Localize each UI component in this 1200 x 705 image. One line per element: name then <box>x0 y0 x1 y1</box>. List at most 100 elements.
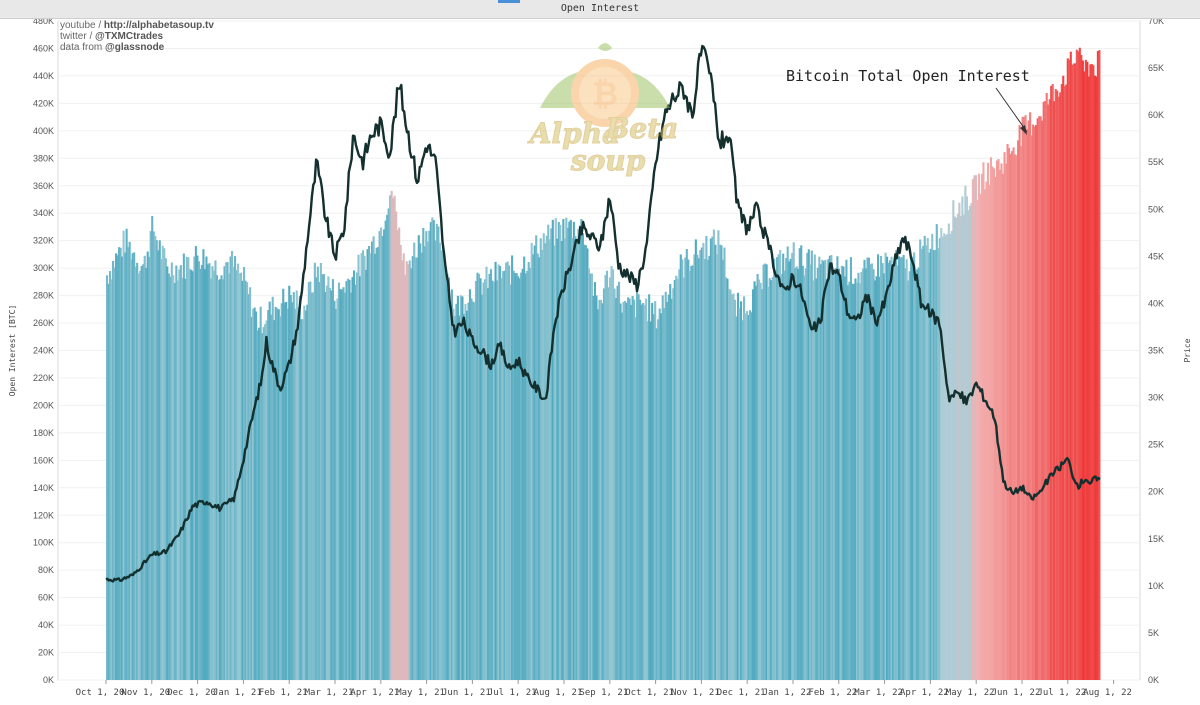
oi-bar <box>184 278 187 680</box>
oi-bar <box>563 238 566 680</box>
oi-bar <box>985 181 988 681</box>
oi-bar <box>864 268 868 680</box>
oi-bar <box>1074 63 1077 680</box>
oi-bar <box>321 274 324 680</box>
oi-bar <box>702 242 705 681</box>
oi-bar <box>614 298 618 680</box>
oi-bar <box>304 310 307 680</box>
oi-bar <box>502 271 505 680</box>
oi-bar <box>431 217 434 680</box>
oi-bar <box>319 263 322 680</box>
credit-data-link[interactable]: @glassnode <box>105 42 165 53</box>
oi-bar <box>810 250 813 680</box>
oi-bar <box>884 252 887 681</box>
oi-bar <box>923 235 926 680</box>
oi-bar <box>178 269 181 680</box>
oi-bar <box>804 268 807 680</box>
oi-bar <box>143 255 146 680</box>
oi-bar <box>1095 76 1098 681</box>
oi-bar <box>417 235 420 680</box>
oi-bar <box>1050 85 1053 681</box>
oi-bar <box>703 259 706 680</box>
oi-bar <box>131 253 134 680</box>
oi-bar <box>577 229 580 681</box>
oi-bar <box>991 166 994 681</box>
oi-bar <box>1001 174 1005 680</box>
oi-bar <box>288 285 291 680</box>
oi-bar <box>486 288 490 680</box>
x-tick-label: Oct 1, 20 <box>76 688 125 698</box>
oi-bar <box>161 245 164 680</box>
oi-bar <box>1035 125 1038 680</box>
oi-bar <box>958 202 961 680</box>
oi-bar <box>846 285 849 680</box>
oi-bar <box>301 319 304 680</box>
y2-tick-label: 70K <box>1148 19 1164 26</box>
oi-bar <box>428 230 431 681</box>
oi-bar <box>149 231 152 681</box>
window-title-bar: Open Interest <box>0 0 1200 19</box>
oi-bar <box>253 307 256 680</box>
oi-bar <box>1048 99 1051 680</box>
oi-bar <box>262 327 265 680</box>
oi-bar <box>922 245 925 680</box>
oi-bar <box>955 217 958 680</box>
oi-bar <box>1096 50 1099 681</box>
oi-bar <box>693 254 696 680</box>
oi-bar <box>691 265 694 680</box>
credit-youtube-link[interactable]: http://alphabetasoup.tv <box>103 20 214 31</box>
open-interest-chart: 0K 20K 40K 60K 80K 100K 120K 140K 160K 180K 200K 22… <box>8 19 1192 698</box>
oi-bar <box>440 250 443 680</box>
oi-bar <box>675 275 678 680</box>
oi-bar <box>669 284 672 680</box>
y2-tick-label: 20K <box>1148 487 1164 497</box>
oi-bar <box>708 255 711 680</box>
oi-bar <box>752 289 755 680</box>
oi-bar <box>384 220 387 680</box>
x-tick-label: Mar 1, 21 <box>305 688 354 698</box>
oi-bar <box>113 267 116 680</box>
logo-word-beta: Beta <box>605 112 679 145</box>
oi-bar <box>476 272 479 680</box>
oi-bar <box>173 283 176 680</box>
oi-bar <box>246 282 249 680</box>
oi-bar <box>541 249 544 680</box>
oi-bar <box>935 224 938 680</box>
oi-bar <box>1059 92 1062 681</box>
x-tick-label: Jan 1, 21 <box>213 688 262 698</box>
y-tick-label: 0K <box>43 675 54 685</box>
oi-bar <box>300 319 303 680</box>
oi-bar <box>932 250 935 681</box>
oi-bar <box>816 267 819 680</box>
oi-bar <box>776 257 779 680</box>
oi-bar <box>518 278 521 680</box>
oi-bar <box>634 317 637 680</box>
oi-bar <box>610 265 613 680</box>
oi-bar <box>220 275 223 680</box>
oi-bar <box>658 308 661 680</box>
oi-bar <box>1029 112 1032 680</box>
oi-bar <box>989 157 993 681</box>
oi-bar <box>745 311 749 680</box>
x-tick-label: Dec 1, 21 <box>717 688 766 698</box>
oi-bar <box>678 269 681 680</box>
oi-bar <box>593 282 596 680</box>
oi-bar <box>794 268 797 680</box>
oi-bar <box>645 298 648 680</box>
oi-bar <box>1045 93 1048 680</box>
oi-bar <box>949 234 952 680</box>
oi-bar <box>791 253 794 680</box>
oi-bar <box>380 227 383 680</box>
oi-bar <box>209 278 213 680</box>
oi-bar <box>1036 118 1039 680</box>
oi-bar <box>916 269 919 680</box>
credit-twitter-link[interactable]: @TXMCtrades <box>95 31 164 42</box>
oi-bar <box>110 279 113 680</box>
oi-bar <box>404 274 407 680</box>
oi-bar <box>1072 63 1075 681</box>
oi-bar <box>315 277 318 680</box>
oi-bar <box>1051 84 1054 680</box>
oi-bar <box>741 320 744 680</box>
oi-bar <box>468 289 472 680</box>
